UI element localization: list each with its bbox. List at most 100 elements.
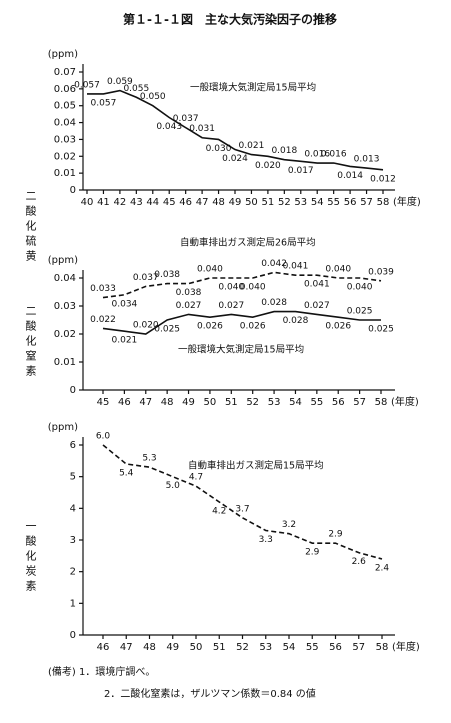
value-label: 0.042 — [261, 259, 287, 269]
x-unit: (年度) — [393, 195, 421, 208]
value-label: 0.040 — [240, 283, 266, 293]
y-tick-label: 4 — [70, 503, 76, 514]
x-tick-label: 49 — [182, 397, 195, 408]
y-label: 一酸化炭素 — [24, 520, 37, 595]
value-label: 0.012 — [370, 174, 396, 184]
x-tick-label: 53 — [268, 397, 281, 408]
x-tick-label: 45 — [163, 197, 176, 208]
value-label: 0.040 — [218, 283, 244, 293]
x-tick-label: 50 — [204, 397, 217, 408]
x-tick-label: 57 — [353, 397, 366, 408]
x-tick-label: 40 — [81, 197, 94, 208]
x-tick-label: 55 — [306, 642, 319, 653]
x-tick-label: 47 — [120, 642, 133, 653]
x-tick-label: 45 — [97, 397, 110, 408]
y-tick-label: 0.01 — [54, 168, 76, 179]
value-label: 3.7 — [235, 504, 249, 514]
x-tick-label: 49 — [166, 642, 179, 653]
value-label: 0.027 — [176, 301, 202, 311]
y-tick-label: 0.04 — [54, 273, 76, 284]
value-label: 4.7 — [189, 473, 203, 483]
x-tick-label: 56 — [329, 642, 342, 653]
value-label: 0.038 — [176, 288, 202, 298]
value-label: 5.0 — [166, 481, 181, 491]
x-tick-label: 47 — [139, 397, 152, 408]
x-tick-label: 54 — [289, 397, 302, 408]
value-label: 4.2 — [212, 507, 226, 517]
value-label: 0.016 — [321, 150, 347, 160]
y-tick-label: 3 — [70, 535, 76, 546]
x-tick-label: 57 — [360, 197, 373, 208]
x-tick-label: 41 — [97, 197, 110, 208]
x-tick-label: 42 — [114, 197, 127, 208]
value-label: 0.018 — [271, 146, 297, 156]
value-label: 0.038 — [154, 270, 180, 280]
y-tick-label: 0 — [70, 185, 76, 196]
x-tick-label: 55 — [310, 397, 323, 408]
x-tick-label: 46 — [118, 397, 131, 408]
y-unit: (ppm) — [48, 422, 78, 433]
series-name: 自動車排出ガス測定局15局平均 — [188, 460, 324, 472]
value-label: 0.037 — [173, 114, 199, 124]
series-name: 一般環境大気測定局15局平均 — [190, 82, 316, 94]
x-tick-label: 46 — [97, 642, 110, 653]
x-tick-label: 56 — [332, 397, 345, 408]
value-label: 0.041 — [283, 262, 309, 272]
value-label: 0.025 — [368, 325, 394, 335]
x-tick-label: 52 — [236, 642, 249, 653]
x-tick-label: 52 — [246, 397, 259, 408]
y-tick-label: 0.07 — [54, 67, 76, 78]
x-tick-label: 44 — [146, 197, 159, 208]
y-tick-label: 0 — [70, 630, 76, 641]
y-tick-label: 6 — [70, 440, 76, 451]
value-label: 0.034 — [112, 299, 138, 309]
note: (備考) 1．環境庁調べ。 — [48, 665, 155, 678]
series-name: 自動車排出ガス測定局26局平均 — [180, 237, 316, 249]
value-label: 0.017 — [288, 166, 314, 176]
series-name: 一般環境大気測定局15局平均 — [178, 344, 304, 356]
y-tick-label: 0.03 — [54, 134, 76, 145]
y-tick-label: 1 — [70, 598, 76, 609]
y-tick-label: 0.03 — [54, 301, 76, 312]
data-line — [102, 310, 381, 335]
value-label: 0.013 — [354, 155, 380, 165]
x-tick-label: 52 — [278, 197, 291, 208]
data-line — [87, 89, 384, 171]
y-label: 二酸化硫黄 — [24, 190, 37, 265]
value-label: 0.020 — [133, 321, 159, 331]
value-label: 0.043 — [156, 122, 182, 132]
x-tick-label: 54 — [311, 197, 324, 208]
x-unit: (年度) — [392, 640, 420, 653]
y-tick-label: 0.04 — [54, 118, 76, 129]
x-tick-label: 51 — [262, 197, 275, 208]
data-line — [102, 444, 383, 560]
x-tick-label: 58 — [376, 642, 389, 653]
y-tick-label: 2 — [70, 567, 76, 578]
value-label: 0.039 — [368, 267, 394, 277]
value-label: 6.0 — [96, 432, 111, 442]
value-label: 0.033 — [90, 284, 116, 294]
value-label: 0.041 — [304, 280, 330, 290]
x-tick-label: 51 — [225, 397, 238, 408]
value-label: 0.016 — [304, 150, 330, 160]
value-label: 0.022 — [90, 315, 116, 325]
x-tick-label: 50 — [245, 197, 258, 208]
value-label: 0.027 — [218, 301, 244, 311]
y-tick-label: 0 — [70, 385, 76, 396]
x-tick-label: 55 — [327, 197, 340, 208]
value-label: 0.025 — [347, 307, 373, 317]
x-tick-label: 51 — [213, 642, 226, 653]
value-label: 2.9 — [305, 548, 320, 558]
x-tick-label: 49 — [229, 197, 242, 208]
value-label: 0.040 — [197, 265, 223, 275]
value-label: 0.026 — [325, 322, 351, 332]
value-label: 2.4 — [375, 564, 390, 574]
y-unit: (ppm) — [48, 255, 78, 266]
value-label: 0.026 — [240, 322, 266, 332]
value-label: 0.021 — [112, 336, 138, 346]
note: 2．二酸化窒素は，ザルツマン係数＝0.84 の値 — [104, 687, 316, 700]
x-tick-label: 48 — [161, 397, 174, 408]
x-tick-label: 53 — [294, 197, 307, 208]
x-tick-label: 53 — [259, 642, 272, 653]
value-label: 5.4 — [119, 469, 134, 479]
